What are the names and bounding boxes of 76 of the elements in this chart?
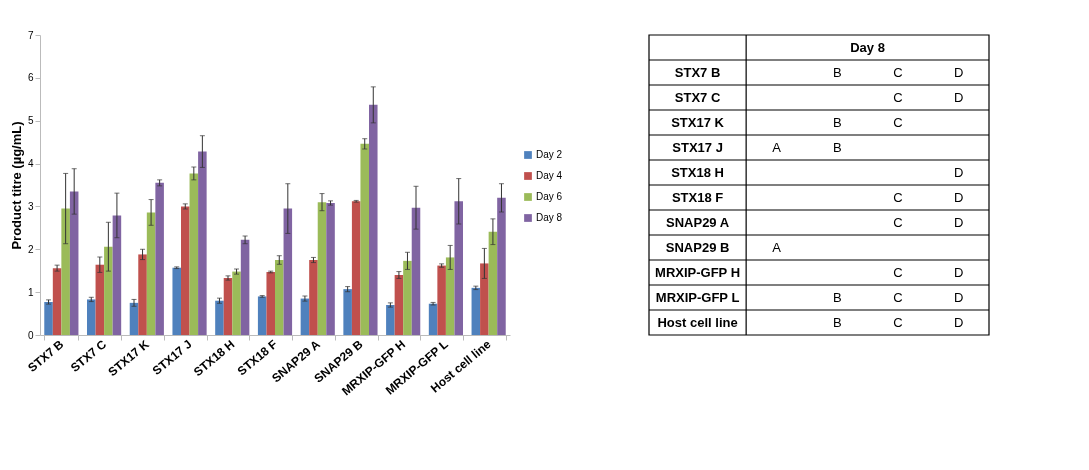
bar bbox=[445, 257, 455, 335]
bar bbox=[69, 191, 79, 335]
bar bbox=[104, 246, 113, 335]
category-label: Host cell line bbox=[657, 314, 738, 330]
text: B bbox=[832, 139, 842, 155]
bar bbox=[138, 254, 147, 335]
category-label: STX18 F bbox=[671, 189, 724, 205]
y-tick-label: 2 bbox=[27, 243, 34, 255]
text: C bbox=[893, 189, 903, 205]
bar bbox=[428, 303, 438, 335]
bar bbox=[437, 265, 446, 335]
bar bbox=[471, 287, 481, 335]
text: D bbox=[953, 314, 964, 330]
category-label: STX17 J bbox=[672, 139, 723, 155]
text: A bbox=[772, 139, 781, 155]
text: B bbox=[832, 289, 842, 305]
text: Day 8 bbox=[850, 39, 885, 55]
category-label: STX18 H bbox=[671, 164, 724, 180]
bar bbox=[198, 151, 207, 335]
bar bbox=[189, 173, 199, 335]
bar bbox=[403, 260, 412, 335]
bar bbox=[488, 231, 498, 335]
text: C bbox=[893, 264, 903, 280]
bar bbox=[317, 202, 327, 335]
text: C bbox=[893, 89, 903, 105]
bar bbox=[61, 208, 70, 335]
bar bbox=[351, 201, 361, 335]
text: D bbox=[953, 89, 964, 105]
text: B bbox=[832, 114, 842, 130]
y-tick-label: 1 bbox=[27, 286, 34, 298]
y-axis-title: Product titre (µg/mL) bbox=[8, 121, 24, 250]
y-tick-label: 3 bbox=[27, 200, 34, 212]
y-tick-label: 4 bbox=[27, 158, 34, 170]
category-label: SNAP29 B bbox=[665, 239, 730, 255]
bar bbox=[411, 207, 421, 335]
text: C bbox=[893, 314, 903, 330]
bar bbox=[360, 143, 369, 335]
bar bbox=[172, 267, 181, 335]
bar bbox=[480, 263, 489, 335]
text: D bbox=[953, 264, 964, 280]
bar bbox=[257, 296, 267, 335]
category-label: MRXIP-GFP H bbox=[655, 264, 741, 280]
category-label: SNAP29 A bbox=[666, 214, 730, 230]
bar bbox=[454, 201, 463, 335]
bar bbox=[497, 197, 506, 335]
y-tick-label: 7 bbox=[27, 29, 34, 41]
text: D bbox=[953, 164, 964, 180]
bar bbox=[95, 264, 105, 335]
bar bbox=[369, 104, 378, 335]
bar bbox=[283, 208, 293, 335]
category-label: MRXIP-GFP L bbox=[655, 289, 740, 305]
text: D bbox=[953, 214, 964, 230]
bar bbox=[146, 212, 156, 335]
text: D bbox=[953, 64, 964, 80]
text: D bbox=[953, 189, 964, 205]
text: B bbox=[832, 314, 842, 330]
bar bbox=[275, 260, 284, 335]
y-tick-label: 5 bbox=[27, 115, 34, 127]
bar bbox=[112, 215, 122, 335]
text: A bbox=[772, 239, 781, 255]
text: C bbox=[893, 114, 903, 130]
y-tick-label: 6 bbox=[27, 72, 34, 84]
text: B bbox=[832, 64, 842, 80]
y-tick-label: 0 bbox=[27, 329, 34, 341]
category-label: STX7 B bbox=[674, 64, 721, 80]
text: C bbox=[893, 214, 903, 230]
category-label: STX7 C bbox=[674, 89, 721, 105]
legend-label: Day 8 bbox=[536, 212, 563, 223]
bar bbox=[266, 272, 275, 335]
text: C bbox=[893, 289, 903, 305]
legend-label: Day 4 bbox=[536, 170, 563, 181]
category-label: STX17 K bbox=[671, 114, 724, 130]
legend-label: Day 2 bbox=[536, 149, 563, 160]
legend-label: Day 6 bbox=[536, 191, 563, 202]
text: C bbox=[893, 64, 903, 80]
text: D bbox=[953, 289, 964, 305]
